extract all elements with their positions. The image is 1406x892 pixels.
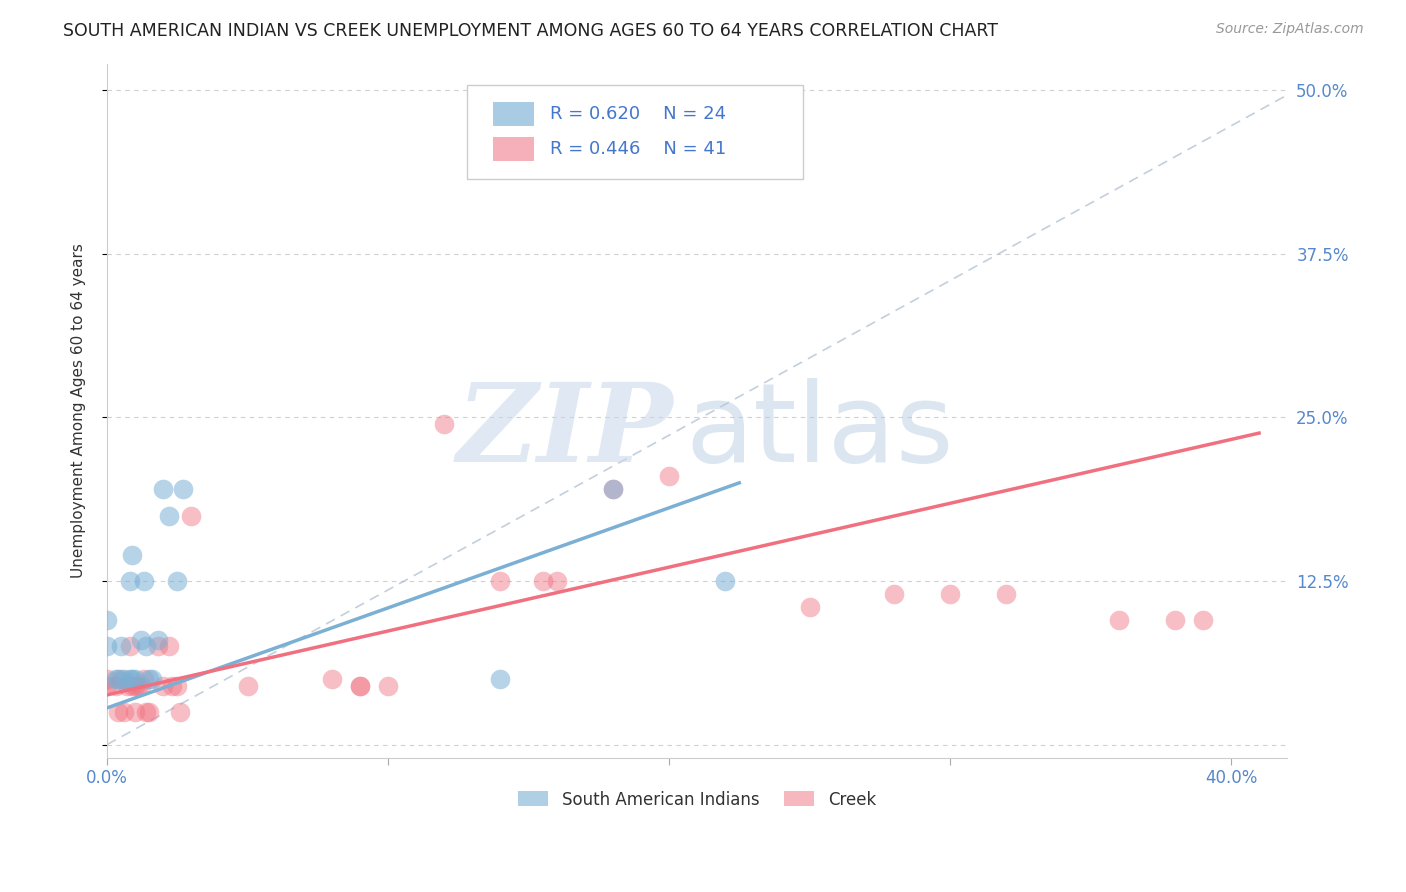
- Point: [995, 587, 1018, 601]
- Point: [121, 679, 143, 693]
- Point: [135, 705, 157, 719]
- Text: SOUTH AMERICAN INDIAN VS CREEK UNEMPLOYMENT AMONG AGES 60 TO 64 YEARS CORRELATIO: SOUTH AMERICAN INDIAN VS CREEK UNEMPLOYM…: [63, 22, 998, 40]
- Point: [169, 705, 191, 719]
- Point: [118, 640, 141, 654]
- FancyBboxPatch shape: [467, 85, 803, 178]
- Point: [110, 640, 132, 654]
- Point: [433, 417, 456, 431]
- Point: [349, 679, 371, 693]
- Point: [104, 672, 127, 686]
- Point: [172, 483, 194, 497]
- Text: R = 0.620    N = 24: R = 0.620 N = 24: [550, 105, 725, 123]
- Point: [129, 632, 152, 647]
- Y-axis label: Unemployment Among Ages 60 to 64 years: Unemployment Among Ages 60 to 64 years: [72, 244, 86, 578]
- Point: [1108, 613, 1130, 627]
- Point: [96, 640, 118, 654]
- Point: [127, 679, 149, 693]
- Point: [166, 679, 188, 693]
- Legend: South American Indians, Creek: South American Indians, Creek: [512, 784, 883, 815]
- Point: [883, 587, 905, 601]
- Point: [349, 679, 371, 693]
- Text: ZIP: ZIP: [457, 378, 673, 485]
- Point: [146, 632, 169, 647]
- Point: [124, 679, 146, 693]
- Point: [939, 587, 962, 601]
- Point: [180, 508, 202, 523]
- Bar: [494, 136, 534, 161]
- Point: [157, 640, 180, 654]
- Point: [546, 574, 568, 588]
- Point: [531, 574, 554, 588]
- Point: [138, 672, 160, 686]
- Point: [166, 574, 188, 588]
- Point: [121, 548, 143, 562]
- Point: [602, 483, 624, 497]
- Text: atlas: atlas: [685, 378, 953, 485]
- Text: Source: ZipAtlas.com: Source: ZipAtlas.com: [1216, 22, 1364, 37]
- Point: [152, 483, 174, 497]
- Point: [1164, 613, 1187, 627]
- Point: [129, 679, 152, 693]
- Point: [118, 574, 141, 588]
- Point: [132, 574, 155, 588]
- Point: [138, 705, 160, 719]
- Point: [160, 679, 183, 693]
- Bar: [494, 103, 534, 127]
- Point: [799, 600, 821, 615]
- Point: [104, 679, 127, 693]
- Point: [658, 469, 681, 483]
- Point: [714, 574, 737, 588]
- Point: [121, 672, 143, 686]
- Point: [141, 672, 163, 686]
- Point: [118, 672, 141, 686]
- Point: [107, 705, 129, 719]
- Point: [115, 679, 138, 693]
- Point: [132, 672, 155, 686]
- Point: [377, 679, 399, 693]
- Point: [107, 672, 129, 686]
- Point: [96, 613, 118, 627]
- Point: [112, 672, 135, 686]
- Point: [96, 679, 118, 693]
- Point: [321, 672, 343, 686]
- Point: [489, 672, 512, 686]
- Point: [124, 672, 146, 686]
- Point: [157, 508, 180, 523]
- Point: [602, 483, 624, 497]
- Point: [96, 672, 118, 686]
- Point: [124, 705, 146, 719]
- Point: [146, 640, 169, 654]
- Point: [152, 679, 174, 693]
- Point: [135, 640, 157, 654]
- Point: [110, 672, 132, 686]
- Text: R = 0.446    N = 41: R = 0.446 N = 41: [550, 140, 725, 158]
- Point: [1192, 613, 1215, 627]
- Point: [489, 574, 512, 588]
- Point: [236, 679, 259, 693]
- Point: [112, 705, 135, 719]
